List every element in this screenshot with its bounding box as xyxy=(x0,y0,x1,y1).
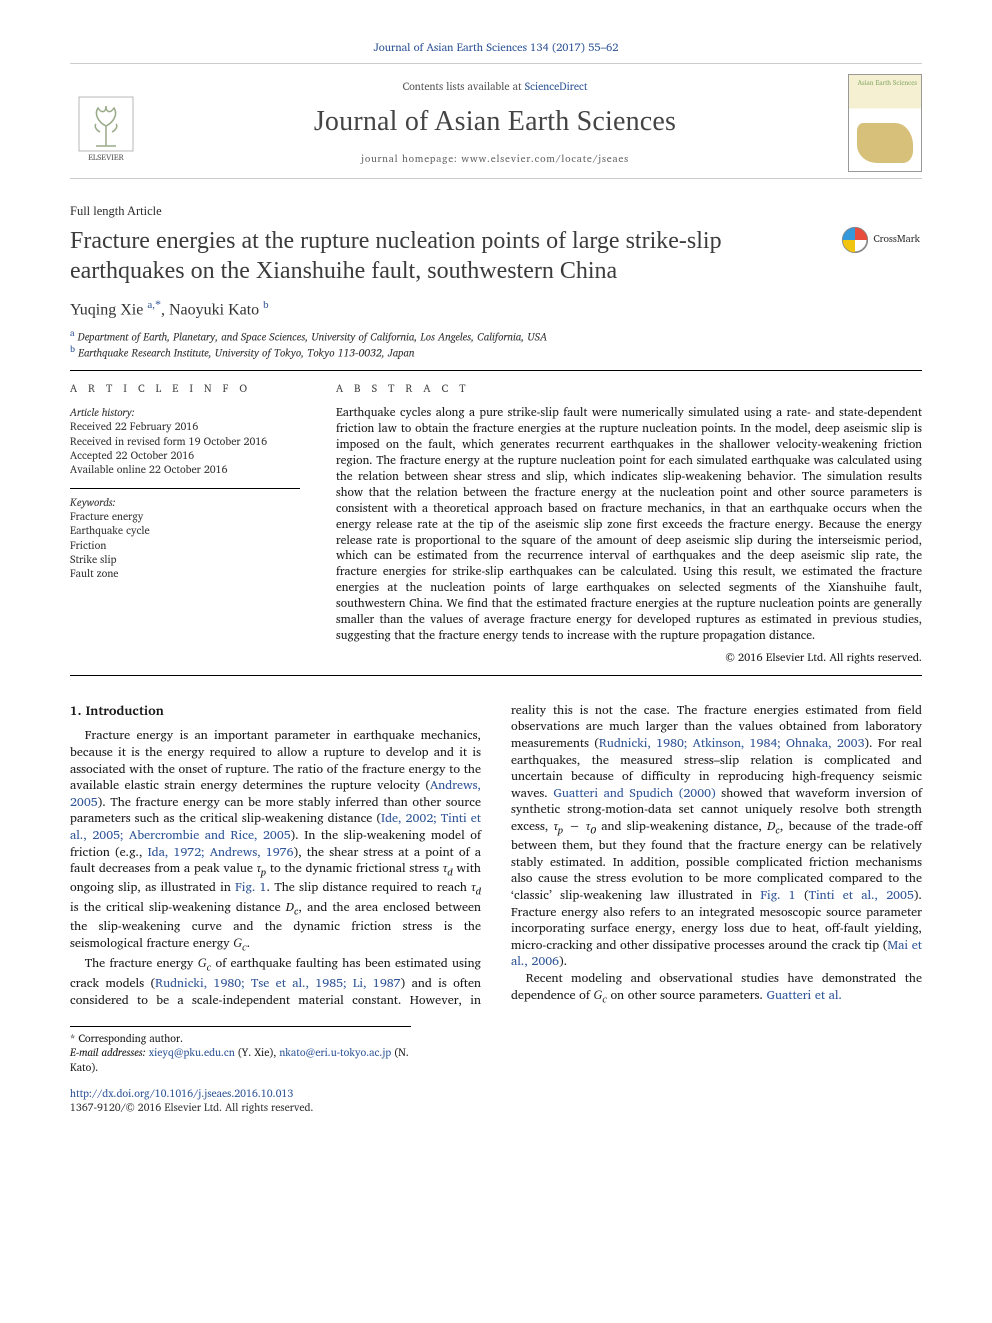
intro-p1: Fracture energy is an important paramete… xyxy=(70,727,481,954)
t: to the dynamic frictional stress xyxy=(266,858,443,878)
intro-p3: Recent modeling and observational studie… xyxy=(511,970,922,1007)
affiliations: a Department of Earth, Planetary, and Sp… xyxy=(70,327,922,360)
t: . xyxy=(247,933,250,953)
dc-2: Dc xyxy=(767,816,780,836)
journal-cover-thumbnail: Asian Earth Sciences xyxy=(848,74,922,172)
ref-guatteri-etal[interactable]: Guatteri et al. xyxy=(767,985,842,1005)
body-columns: 1. Introduction Fracture energy is an im… xyxy=(70,702,922,1008)
dc: Dc xyxy=(286,897,299,917)
contents-available: Contents lists available at ScienceDirec… xyxy=(156,79,834,93)
aff-a-label: a xyxy=(70,325,75,340)
gc: Gc xyxy=(233,936,246,950)
t: and slip-weakening distance, xyxy=(596,816,767,836)
footnotes: * Corresponding author. E-mail addresses… xyxy=(70,1026,411,1074)
article-type: Full length Article xyxy=(70,203,922,220)
rule-bottom xyxy=(70,675,922,676)
page: Journal of Asian Earth Sciences 134 (201… xyxy=(0,0,992,1164)
article-info-head: A R T I C L E I N F O xyxy=(70,381,300,395)
cover-title: Asian Earth Sciences xyxy=(853,79,917,88)
tree-icon xyxy=(78,96,134,152)
publisher-logo-label: ELSEVIER xyxy=(88,152,124,163)
journal-homepage: journal homepage: www.elsevier.com/locat… xyxy=(156,153,834,167)
crossmark-badge[interactable]: CrossMark xyxy=(841,226,920,254)
email-2[interactable]: nkato@eri.u-tokyo.ac.jp xyxy=(279,1043,391,1061)
crossmark-icon xyxy=(841,226,869,254)
gc-3: Gc xyxy=(593,988,606,1002)
tau-0: τ0 xyxy=(586,816,596,836)
issn-line: 1367-9120/© 2016 Elsevier Ltd. All right… xyxy=(70,1100,922,1114)
author-1: Yuqing Xie xyxy=(70,301,143,318)
email-1[interactable]: xieyq@pku.edu.cn xyxy=(149,1043,235,1061)
citation-line: Journal of Asian Earth Sciences 134 (201… xyxy=(70,40,922,55)
author-sep: , xyxy=(161,301,169,318)
section-1-heading: 1. Introduction xyxy=(70,702,481,720)
t: is the critical slip-weakening distance xyxy=(70,897,286,917)
t: The fracture energy xyxy=(85,953,198,973)
contents-prefix: Contents lists available at xyxy=(403,77,525,95)
authors: Yuqing Xie a,*, Naoyuki Kato b xyxy=(70,296,922,321)
email-1-who: (Y. Xie), xyxy=(235,1043,280,1061)
abstract-copyright: © 2016 Elsevier Ltd. All rights reserved… xyxy=(336,650,922,665)
author-1-aff: a, xyxy=(147,299,155,311)
history-4: Available online 22 October 2016 xyxy=(70,462,300,476)
crossmark-label: CrossMark xyxy=(873,233,920,247)
tau-d: τd xyxy=(443,858,453,878)
sciencedirect-link[interactable]: ScienceDirect xyxy=(525,77,588,95)
publisher-logo: ELSEVIER xyxy=(70,83,142,163)
tau-d-2: τd xyxy=(471,877,481,897)
author-2-aff: b xyxy=(263,299,269,311)
article-title: Fracture energies at the rupture nucleat… xyxy=(70,226,802,286)
citation-link[interactable]: Journal of Asian Earth Sciences 134 (201… xyxy=(373,38,618,56)
aff-b-label: b xyxy=(70,341,75,356)
minus: − xyxy=(563,816,586,836)
journal-name: Journal of Asian Earth Sciences xyxy=(156,103,834,141)
t: . The slip distance required to reach xyxy=(267,877,472,897)
author-2: Naoyuki Kato xyxy=(169,301,259,318)
t: on other source parameters. xyxy=(607,985,767,1005)
tau-p-2: τp xyxy=(554,816,563,836)
t: Fracture energy is an important paramete… xyxy=(70,725,481,795)
abstract-text: Earthquake cycles along a pure strike-sl… xyxy=(336,405,922,644)
rule-top xyxy=(70,370,922,371)
tau-p: τp xyxy=(257,858,266,878)
gc-2: Gc xyxy=(198,956,211,970)
fig-1-ref[interactable]: Fig. 1 xyxy=(235,877,266,897)
kw-5: Fault zone xyxy=(70,566,300,580)
masthead: ELSEVIER Contents lists available at Sci… xyxy=(70,63,922,179)
aff-b-text: Earthquake Research Institute, Universit… xyxy=(78,344,414,362)
info-rule xyxy=(70,488,300,489)
abstract-head: A B S T R A C T xyxy=(336,381,922,395)
abstract-col: A B S T R A C T Earthquake cycles along … xyxy=(336,381,922,665)
article-info: A R T I C L E I N F O Article history: R… xyxy=(70,381,300,665)
